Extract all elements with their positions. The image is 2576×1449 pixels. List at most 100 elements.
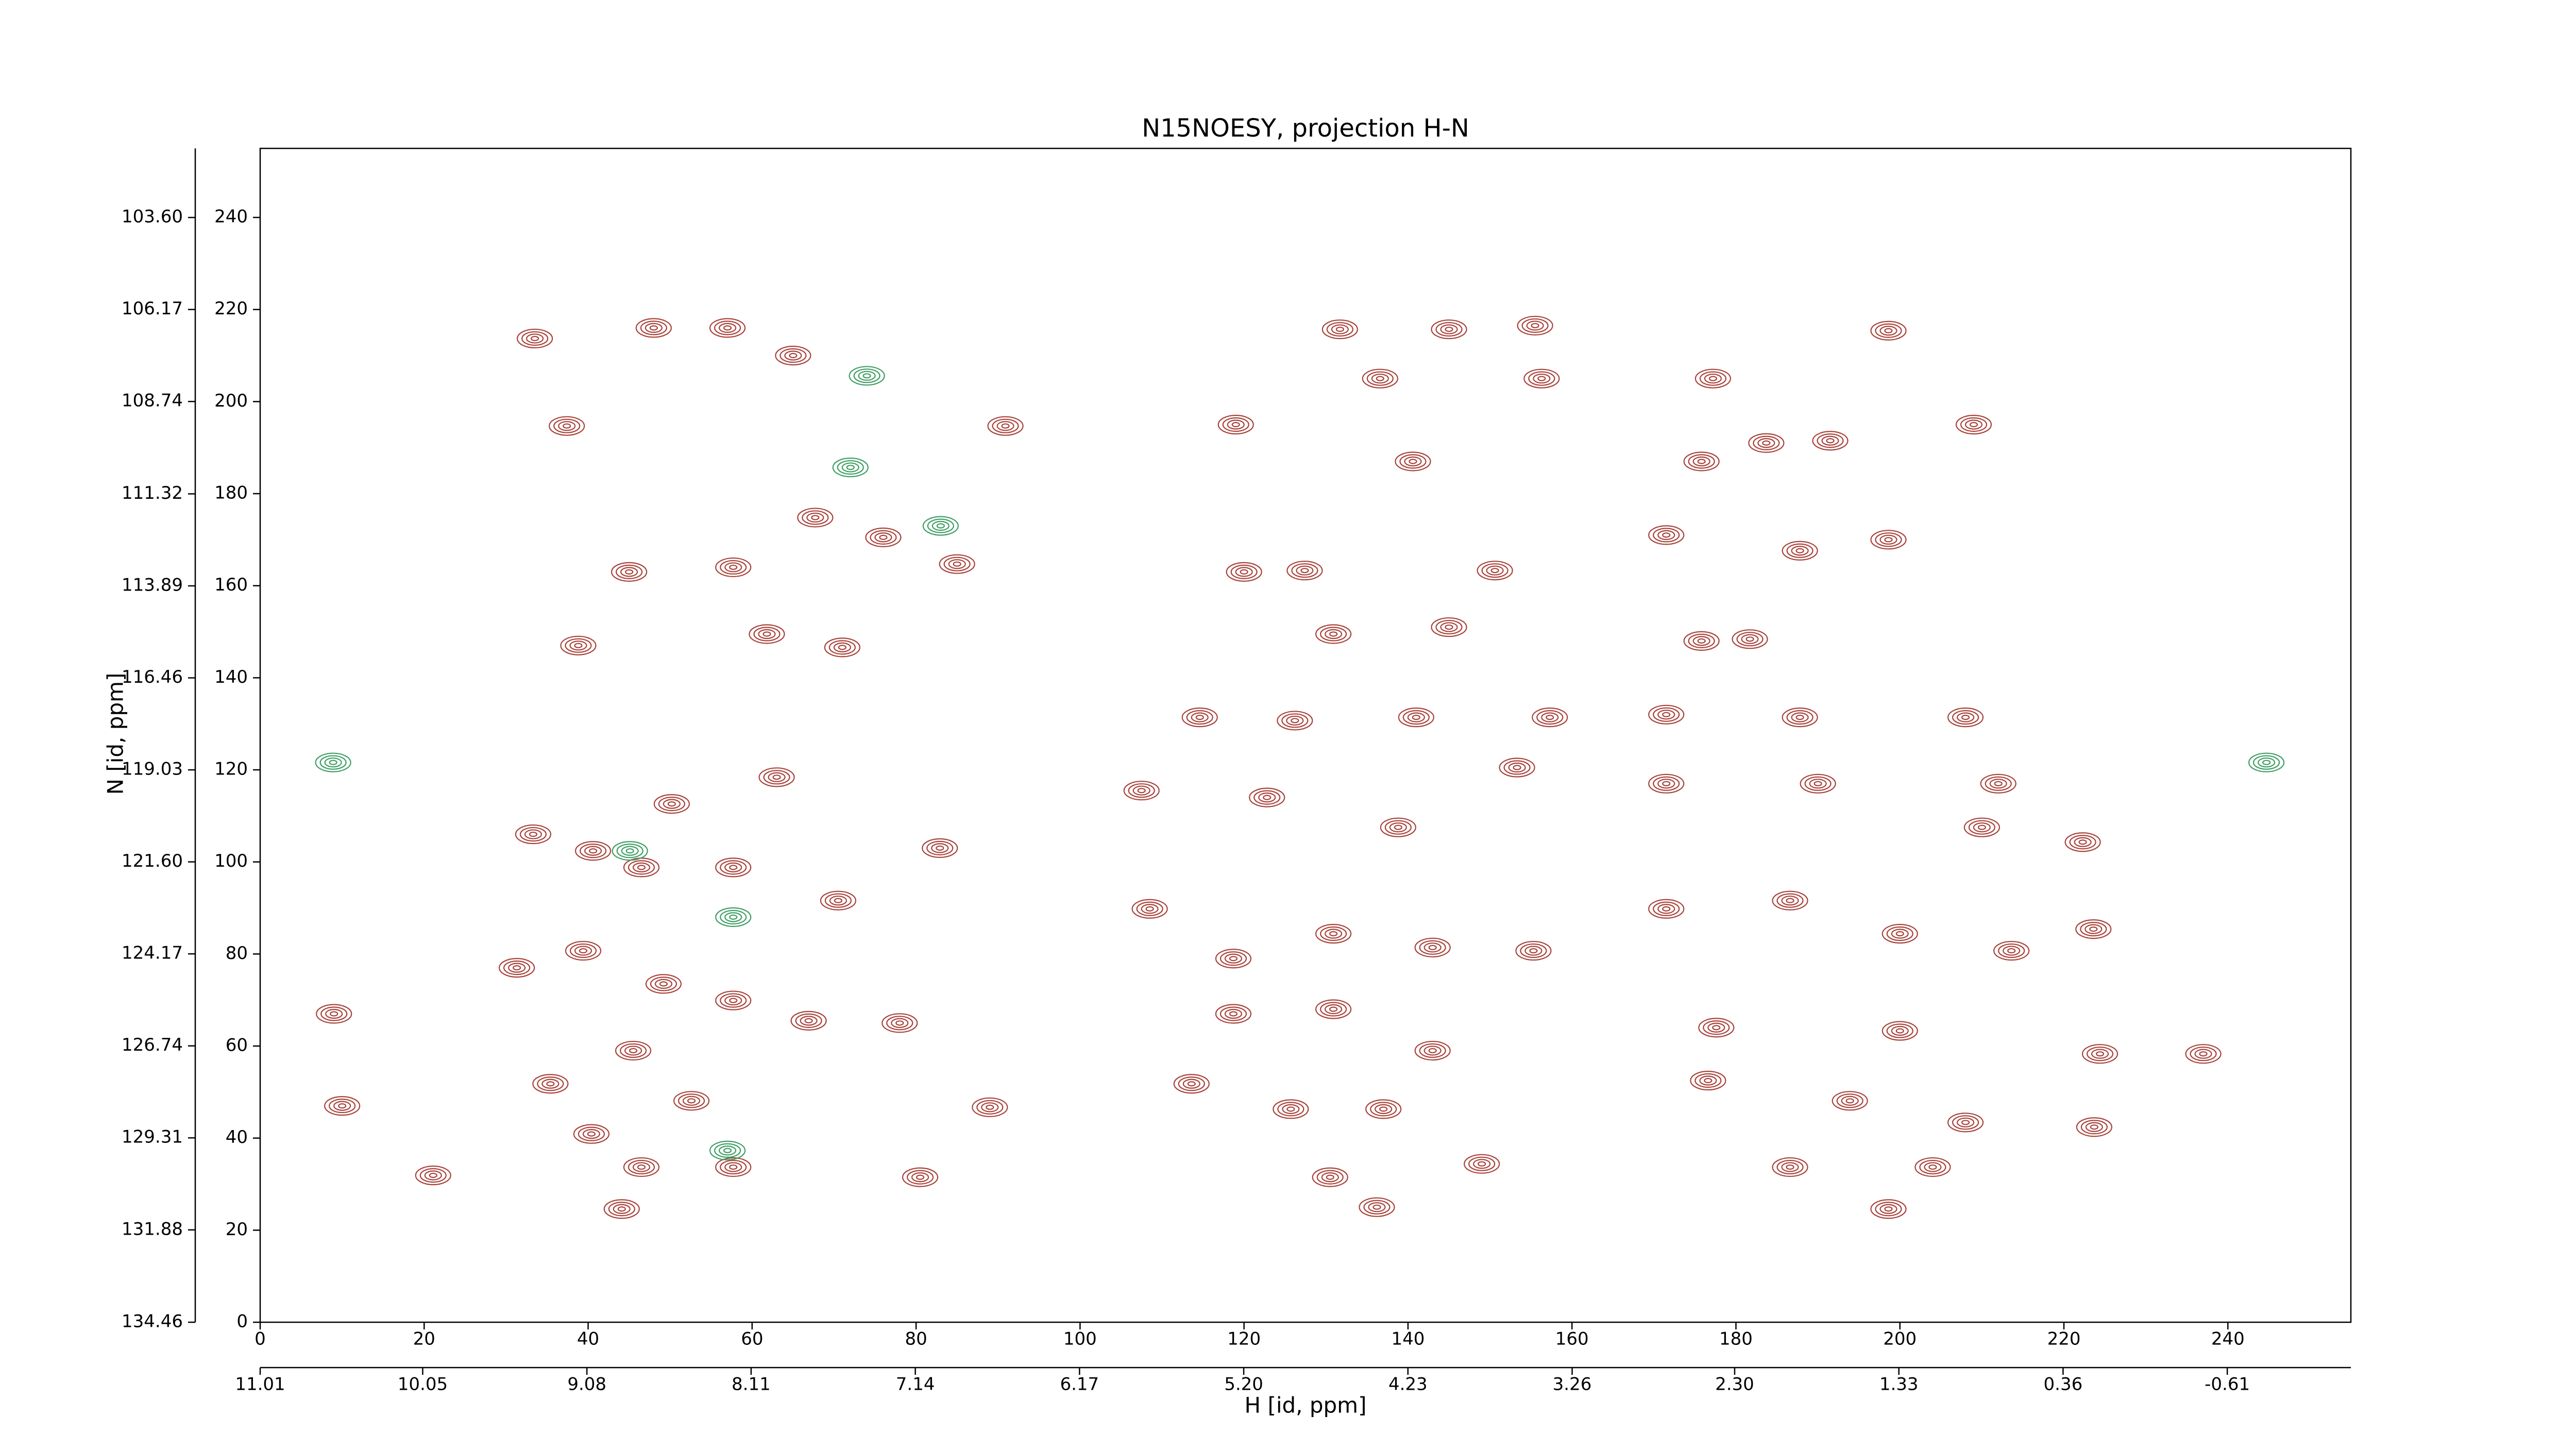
peak-contour xyxy=(1137,788,1146,794)
peak-contour xyxy=(512,965,521,971)
peak-contour xyxy=(329,760,337,765)
peak-contour xyxy=(325,1008,343,1019)
peak-contour xyxy=(574,643,583,648)
peak-contour xyxy=(424,1170,442,1181)
x2-tick-label: 5.20 xyxy=(1224,1374,1263,1395)
peak-contour xyxy=(1431,617,1467,637)
peak-contour xyxy=(653,794,690,814)
peak-contour xyxy=(804,1018,813,1023)
peak-contour xyxy=(1692,636,1710,646)
peak-contour xyxy=(587,1131,596,1137)
peak-contour xyxy=(1973,822,1991,833)
peak-contour xyxy=(715,907,752,927)
peak-contour xyxy=(1372,1204,1381,1210)
peak-contour xyxy=(1281,713,1309,728)
peak-contour xyxy=(1329,931,1338,937)
peak-contour xyxy=(1648,773,1685,794)
peak-contour xyxy=(2199,1051,2208,1057)
peak-contour xyxy=(1895,1028,1904,1034)
y-tick-label: 120 xyxy=(214,759,248,780)
y-axis-label: N [id, ppm] xyxy=(103,673,128,795)
peak-contour xyxy=(927,518,954,533)
peak-contour xyxy=(2076,1117,2113,1137)
x-tick-label: 180 xyxy=(1719,1329,1753,1350)
peak-contour xyxy=(1326,322,1353,337)
peak-contour xyxy=(628,860,655,875)
peak-contour xyxy=(1870,530,1907,550)
peak-contour xyxy=(834,898,843,903)
peak-contour xyxy=(1131,899,1168,919)
peak-contour xyxy=(1956,1117,1975,1127)
peak-contour xyxy=(1490,568,1499,574)
peak-contour xyxy=(498,958,535,978)
peak-contour xyxy=(1431,319,1467,340)
peak-contour xyxy=(895,1020,904,1026)
peak-contour xyxy=(579,948,588,954)
peak-contour xyxy=(865,527,902,547)
y-tick-label: 100 xyxy=(214,851,248,871)
peak-contour xyxy=(820,890,857,911)
peak-contour xyxy=(1312,1167,1348,1187)
peak-contour xyxy=(882,1013,918,1033)
peak-contour xyxy=(797,508,834,528)
peak-contour xyxy=(588,848,598,854)
x2-tick-label: 4.23 xyxy=(1388,1374,1428,1395)
peak-contour xyxy=(330,1011,338,1017)
peak-contour xyxy=(419,1168,447,1183)
peak-contour xyxy=(931,520,950,531)
peak-contour xyxy=(806,512,824,523)
x-tick-label: 120 xyxy=(1227,1329,1261,1350)
y2-tick-label: 113.89 xyxy=(122,575,183,595)
peak-contour xyxy=(1699,371,1727,386)
peak-contour xyxy=(1832,1091,1868,1111)
peak-contour xyxy=(762,631,771,637)
peak-contour xyxy=(1961,1120,1970,1125)
peak-contour xyxy=(1326,1174,1334,1180)
peak-contour xyxy=(1532,707,1568,728)
peak-contour xyxy=(1528,371,1555,386)
peak-contour xyxy=(1732,629,1768,649)
peak-contour xyxy=(1964,419,1983,430)
peak-contour xyxy=(772,774,781,780)
peak-contour xyxy=(1222,417,1249,432)
peak-contour xyxy=(1402,710,1430,725)
peak-contour xyxy=(519,827,547,842)
peak-contour xyxy=(1321,319,1358,340)
peak-contour xyxy=(1370,1102,1397,1117)
x2-tick-label: 8.11 xyxy=(732,1374,771,1395)
peak-contour xyxy=(1215,949,1252,969)
peak-contour xyxy=(617,1206,626,1212)
peak-contour xyxy=(1399,454,1427,469)
peak-contour xyxy=(1235,567,1253,577)
peak-contour xyxy=(645,323,663,333)
peak-contour xyxy=(1795,548,1804,553)
peak-contour xyxy=(628,1159,655,1175)
y2-tick-label: 108.74 xyxy=(122,391,183,411)
peak-contour xyxy=(824,893,852,908)
peak-contour xyxy=(1683,631,1720,651)
peak-contour xyxy=(1891,929,1909,939)
peak-contour xyxy=(1414,937,1451,957)
peak-contour xyxy=(2081,1044,2119,1064)
peak-contour xyxy=(1249,787,1285,807)
peak-contour xyxy=(2003,946,2021,956)
peak-contour xyxy=(724,562,742,572)
peak-contour xyxy=(1891,1025,1909,1036)
peak-contour xyxy=(1524,946,1543,956)
peak-contour xyxy=(795,1013,822,1028)
peak-contour xyxy=(1786,710,1814,725)
peak-contour xyxy=(1468,1156,1496,1171)
peak-contour xyxy=(1748,433,1785,453)
y-tick-label: 40 xyxy=(226,1127,248,1148)
peak-contour xyxy=(829,896,848,906)
x2-tick-label: 11.01 xyxy=(235,1374,285,1395)
peak-contour xyxy=(1694,1073,1722,1088)
peak-contour xyxy=(677,1093,705,1108)
peak-contour xyxy=(563,423,571,429)
peak-contour xyxy=(667,801,676,807)
y-tick-label: 80 xyxy=(226,943,248,964)
peak-contour xyxy=(1879,1204,1897,1214)
peak-contour xyxy=(2074,837,2092,847)
peak-contour xyxy=(1296,565,1314,576)
peak-contour xyxy=(720,993,747,1008)
